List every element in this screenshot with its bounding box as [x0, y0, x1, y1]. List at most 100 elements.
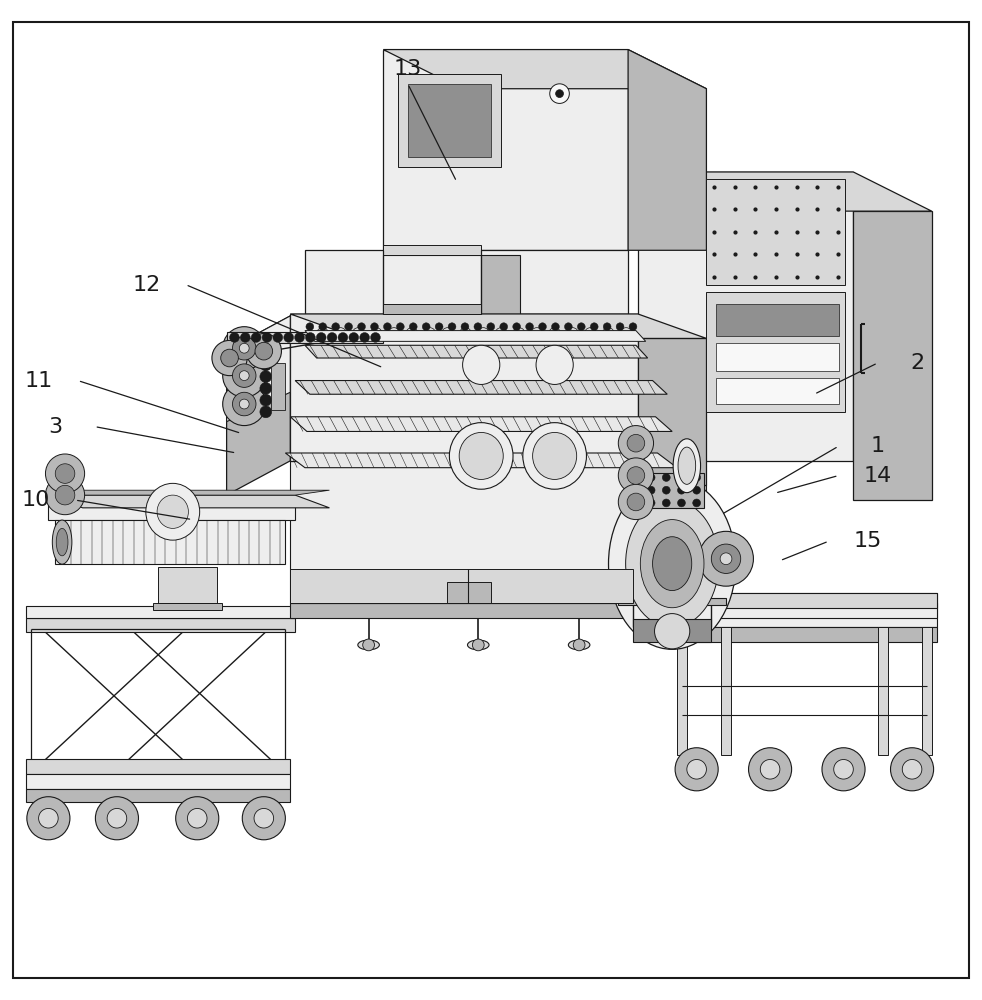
Circle shape [327, 333, 337, 342]
Circle shape [107, 808, 127, 828]
Polygon shape [153, 603, 222, 610]
Polygon shape [638, 172, 853, 461]
Circle shape [45, 476, 84, 515]
Circle shape [27, 797, 70, 840]
Ellipse shape [450, 423, 513, 489]
Circle shape [495, 328, 507, 339]
Text: 12: 12 [133, 275, 160, 295]
Circle shape [262, 333, 272, 342]
Polygon shape [305, 331, 646, 341]
Polygon shape [638, 338, 706, 485]
Polygon shape [383, 50, 706, 89]
Circle shape [233, 336, 256, 360]
Circle shape [435, 323, 443, 331]
Circle shape [338, 333, 348, 342]
Polygon shape [853, 211, 932, 500]
Polygon shape [227, 316, 291, 495]
Polygon shape [408, 84, 491, 157]
Ellipse shape [673, 439, 700, 493]
Ellipse shape [157, 495, 189, 528]
Polygon shape [286, 453, 677, 468]
Circle shape [406, 328, 417, 339]
Circle shape [448, 323, 456, 331]
Circle shape [525, 323, 533, 331]
Circle shape [260, 394, 272, 406]
Circle shape [647, 474, 655, 481]
Circle shape [474, 323, 482, 331]
Circle shape [647, 486, 655, 494]
Circle shape [663, 486, 670, 494]
Circle shape [335, 328, 347, 339]
Circle shape [332, 323, 340, 331]
Circle shape [573, 639, 585, 651]
Circle shape [632, 474, 640, 481]
Circle shape [260, 382, 272, 394]
Polygon shape [633, 619, 711, 642]
Ellipse shape [467, 640, 489, 650]
Circle shape [760, 759, 780, 779]
Circle shape [616, 323, 624, 331]
Circle shape [655, 614, 689, 649]
Circle shape [317, 328, 328, 339]
Circle shape [500, 323, 508, 331]
Polygon shape [26, 774, 291, 789]
Polygon shape [878, 627, 888, 755]
Polygon shape [716, 343, 839, 371]
Polygon shape [672, 593, 937, 608]
Circle shape [388, 328, 400, 339]
Circle shape [584, 328, 596, 339]
Circle shape [349, 333, 358, 342]
Circle shape [627, 434, 645, 452]
Circle shape [531, 328, 543, 339]
Circle shape [487, 323, 495, 331]
Circle shape [357, 323, 365, 331]
Circle shape [230, 333, 240, 342]
Circle shape [305, 333, 315, 342]
Circle shape [246, 334, 282, 369]
Circle shape [675, 748, 718, 791]
Polygon shape [291, 603, 667, 618]
Circle shape [188, 808, 207, 828]
Circle shape [176, 797, 219, 840]
Ellipse shape [678, 447, 695, 484]
Polygon shape [227, 332, 383, 343]
Ellipse shape [626, 500, 719, 627]
Polygon shape [305, 345, 648, 358]
Polygon shape [26, 618, 296, 632]
Polygon shape [55, 520, 286, 564]
Polygon shape [667, 485, 706, 629]
Circle shape [254, 808, 274, 828]
Text: 15: 15 [853, 531, 882, 551]
Ellipse shape [357, 640, 379, 650]
Circle shape [603, 323, 611, 331]
Circle shape [260, 347, 272, 359]
Circle shape [442, 328, 454, 339]
Circle shape [241, 333, 250, 342]
Circle shape [692, 499, 700, 507]
Circle shape [284, 333, 294, 342]
Polygon shape [628, 473, 704, 508]
Text: 2: 2 [910, 353, 924, 373]
Circle shape [698, 531, 753, 586]
Ellipse shape [609, 478, 736, 649]
Circle shape [370, 333, 380, 342]
Polygon shape [398, 74, 501, 167]
Circle shape [549, 328, 561, 339]
Circle shape [240, 343, 249, 353]
Polygon shape [158, 567, 217, 603]
Text: 3: 3 [48, 417, 62, 437]
Circle shape [627, 493, 645, 511]
Ellipse shape [460, 432, 503, 479]
Circle shape [212, 340, 247, 376]
Circle shape [619, 484, 654, 520]
Polygon shape [672, 593, 937, 603]
Circle shape [663, 499, 670, 507]
Circle shape [223, 382, 266, 426]
Circle shape [240, 399, 249, 409]
Ellipse shape [145, 483, 199, 540]
Circle shape [556, 90, 564, 98]
Circle shape [461, 323, 468, 331]
Polygon shape [447, 582, 491, 603]
Circle shape [260, 359, 272, 371]
Circle shape [627, 467, 645, 484]
